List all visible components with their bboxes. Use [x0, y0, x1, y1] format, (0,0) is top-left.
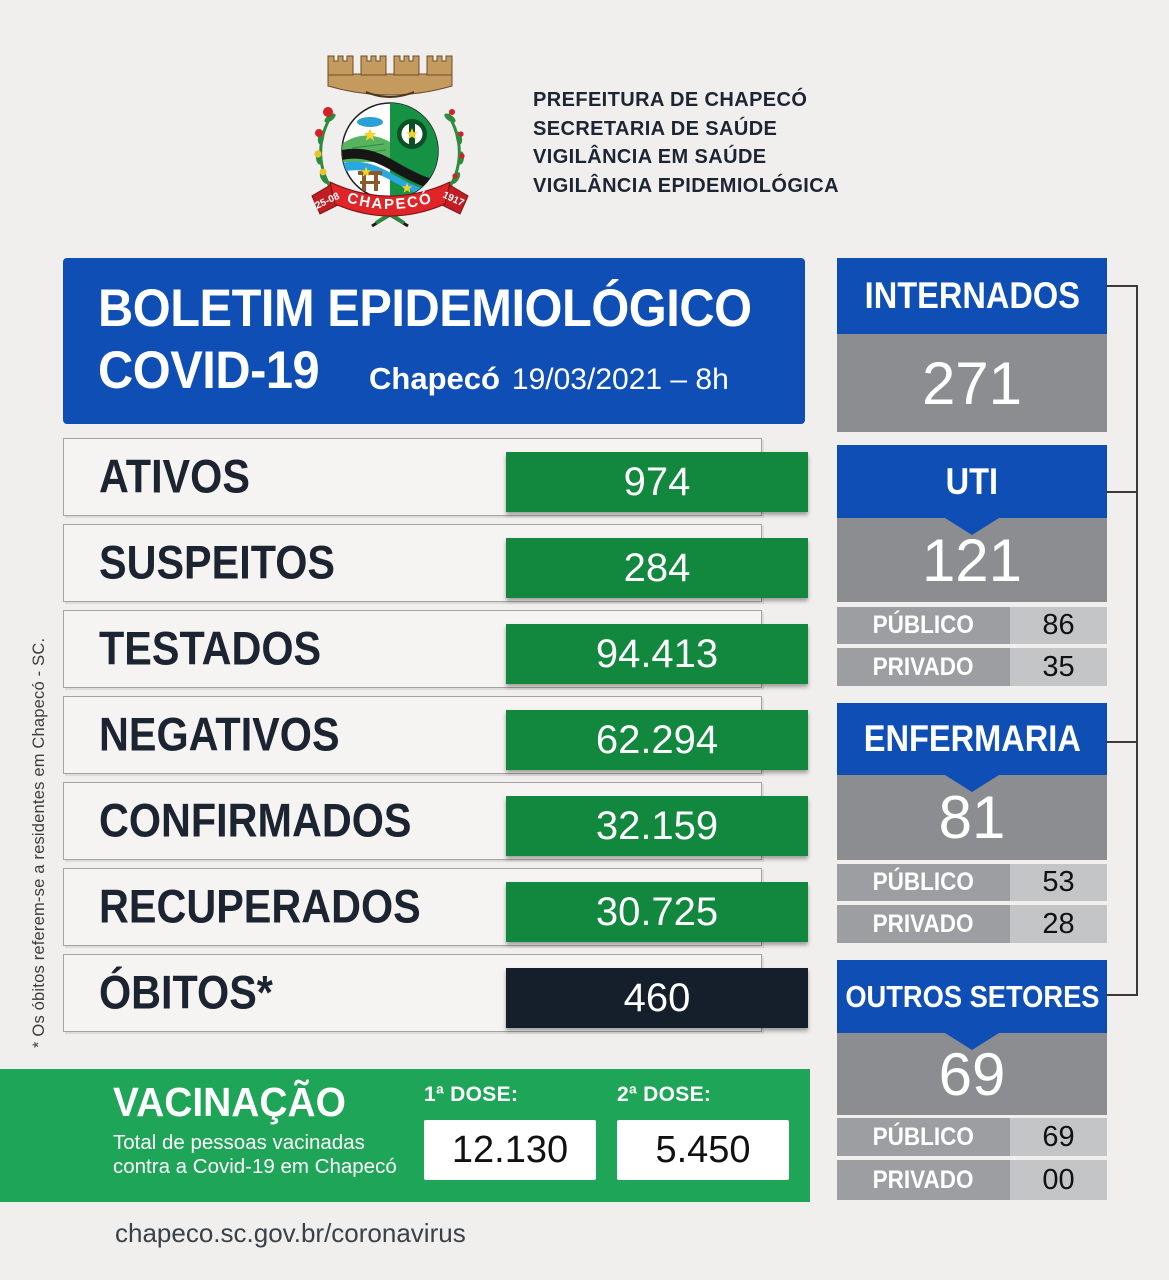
stat-value: 94.413 [506, 624, 808, 684]
stat-row-suspeitos: SUSPEITOS 284 [63, 524, 808, 602]
vaccination-band: VACINAÇÃO Total de pessoas vacinadas con… [0, 1069, 810, 1202]
bulletin-datetime: 19/03/2021 – 8h [511, 363, 729, 396]
arrow-down-notch-icon [945, 775, 999, 792]
obitos-footnote: * Os óbitos referem-se a residentes em C… [30, 637, 48, 1048]
sub-label: PÚBLICO [837, 864, 1010, 901]
card-header-label: OUTROS SETORES [844, 978, 1100, 1014]
shield-icon [341, 102, 439, 200]
card-header-label: ENFERMARIA [863, 718, 1081, 759]
outros-publico-row: PÚBLICO 69 [837, 1118, 1107, 1156]
card-header-label: UTI [945, 460, 999, 502]
sub-value: 53 [1010, 864, 1107, 901]
stat-row-ativos: ATIVOS 974 [63, 438, 808, 516]
org-line-prefeitura: PREFEITURA DE CHAPECÓ [533, 89, 808, 111]
sub-label: PÚBLICO [837, 1118, 1010, 1156]
dose1-group: 1ª DOSE: 12.130 [424, 1083, 596, 1180]
sub-value: 35 [1010, 648, 1107, 686]
footer-url: chapeco.sc.gov.br/coronavirus [115, 1218, 466, 1248]
sub-label: PRIVADO [837, 905, 1010, 943]
bulletin-title-line1: BOLETIM EPIDEMIOLÓGICO [98, 279, 752, 338]
arrow-down-notch-icon [945, 518, 999, 535]
card-body-internados: 271 [837, 334, 1107, 432]
sub-label: PRIVADO [837, 1160, 1010, 1200]
card-header-outros-setores: OUTROS SETORES [837, 960, 1107, 1033]
dose2-value: 5.450 [617, 1120, 789, 1180]
bulletin-city: Chapecó [369, 361, 500, 396]
dose2-group: 2ª DOSE: 5.450 [617, 1083, 789, 1180]
enfermaria-privado-row: PRIVADO 28 [837, 905, 1107, 943]
dose1-value: 12.130 [424, 1120, 596, 1180]
enfermaria-value: 81 [938, 784, 1006, 851]
outros-setores-value: 69 [938, 1040, 1006, 1108]
stat-value: 284 [506, 538, 808, 598]
stat-row-confirmados: CONFIRMADOS 32.159 [63, 782, 808, 860]
arrow-down-notch-icon [945, 1033, 999, 1050]
stat-value: 460 [506, 968, 808, 1028]
stat-row-testados: TESTADOS 94.413 [63, 610, 808, 688]
uti-publico-row: PÚBLICO 86 [837, 607, 1107, 644]
stat-label: TESTADOS [99, 621, 322, 675]
stat-row-obitos: ÓBITOS* 460 [63, 954, 808, 1032]
stat-value: 32.159 [506, 796, 808, 856]
card-header-label: INTERNADOS [864, 275, 1080, 316]
org-line-secretaria: SECRETARIA DE SAÚDE [533, 117, 778, 140]
sub-value: 00 [1010, 1160, 1107, 1200]
card-body-uti: 121 [837, 518, 1107, 602]
outros-privado-row: PRIVADO 00 [837, 1160, 1107, 1200]
uti-value: 121 [921, 526, 1023, 594]
connector-bracket [1106, 285, 1138, 996]
card-body-enfermaria: 81 [837, 775, 1107, 860]
dose1-label: 1ª DOSE: [424, 1083, 519, 1106]
bulletin-date: Chapecó 19/03/2021 – 8h [369, 361, 729, 397]
ribbon-icon: CHAPECÓ 25-08 1917 [311, 181, 469, 217]
enfermaria-publico-row: PÚBLICO 53 [837, 864, 1107, 901]
bulletin-title-line2: COVID-19 [98, 341, 320, 400]
stat-label: NEGATIVOS [99, 707, 340, 761]
card-header-enfermaria: ENFERMARIA [837, 703, 1107, 775]
bulletin-title-banner: BOLETIM EPIDEMIOLÓGICO COVID-19 Chapecó 1… [63, 258, 805, 424]
card-header-internados: INTERNADOS [837, 258, 1107, 334]
stat-label: RECUPERADOS [99, 879, 421, 933]
stat-row-recuperados: RECUPERADOS 30.725 [63, 868, 808, 946]
org-line-vigilancia-saude: VIGILÂNCIA EM SAÚDE [533, 146, 767, 168]
stat-row-negativos: NEGATIVOS 62.294 [63, 696, 808, 774]
chapeco-coat-of-arms-logo: CHAPECÓ 25-08 1917 [311, 55, 469, 228]
sub-value: 69 [1010, 1118, 1107, 1156]
org-line-vigilancia-epidemiologica: VIGILÂNCIA EPIDEMIOLÓGICA [533, 174, 839, 197]
stat-label: CONFIRMADOS [99, 793, 412, 847]
card-header-uti: UTI [837, 445, 1107, 518]
card-body-outros-setores: 69 [837, 1033, 1107, 1115]
internados-value: 271 [921, 349, 1023, 417]
stat-value: 62.294 [506, 710, 808, 770]
castle-crown-icon [327, 55, 453, 98]
sub-value: 28 [1010, 905, 1107, 943]
org-header: PREFEITURA DE CHAPECÓ SECRETARIA DE SAÚD… [533, 86, 839, 200]
sub-label: PRIVADO [837, 648, 1010, 686]
stat-value: 30.725 [506, 882, 808, 942]
sub-value: 86 [1010, 607, 1107, 644]
vaccination-subtitle: Total de pessoas vacinadas contra a Covi… [113, 1131, 397, 1178]
stat-label: ATIVOS [99, 449, 250, 503]
stat-label: ÓBITOS* [99, 965, 273, 1019]
uti-privado-row: PRIVADO 35 [837, 648, 1107, 686]
stat-label: SUSPEITOS [99, 535, 335, 589]
stat-value: 974 [506, 452, 808, 512]
vaccination-title: VACINAÇÃO [113, 1079, 346, 1125]
sub-label: PÚBLICO [837, 607, 1010, 644]
dose2-label: 2ª DOSE: [617, 1083, 712, 1106]
